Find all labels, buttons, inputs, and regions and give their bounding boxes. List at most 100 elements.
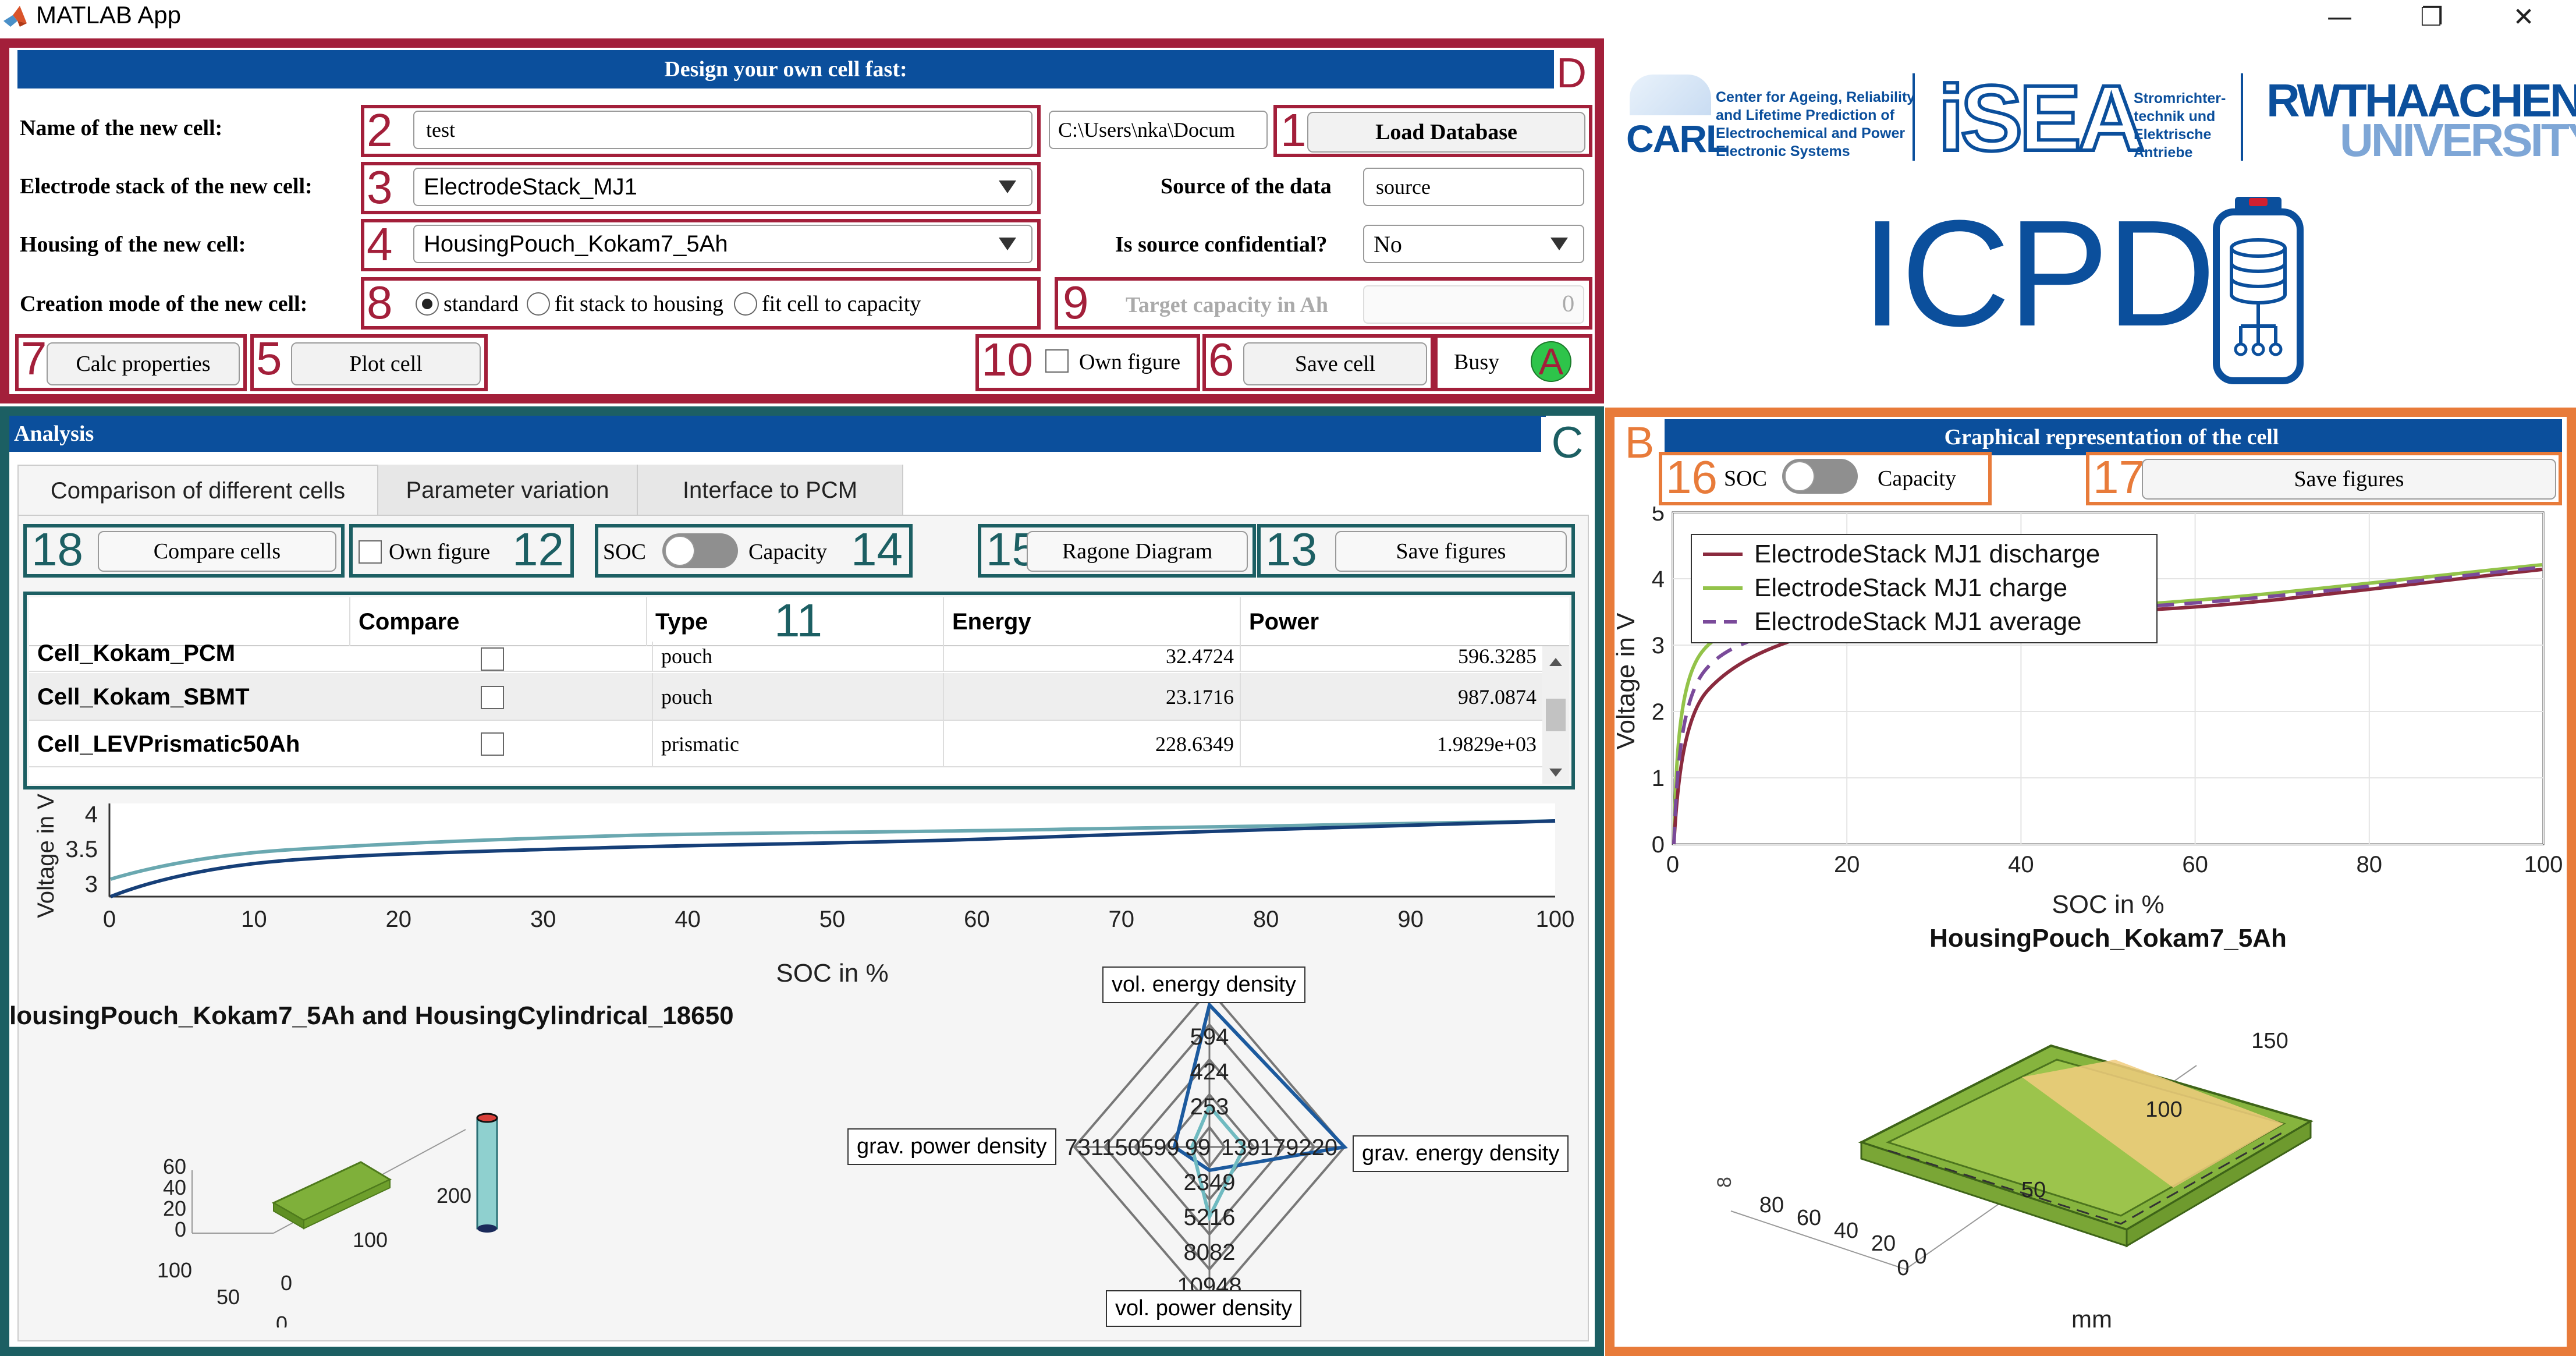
graphic-chart-title: HousingPouch_Kokam7_5Ah: [1929, 924, 2287, 953]
scrollbar-thumb[interactable]: [1546, 699, 1566, 731]
housing-label: Housing of the new cell:: [20, 232, 246, 257]
cell-energy: 23.1716: [943, 673, 1234, 721]
legend-charge: ElectrodeStack MJ1 charge: [1754, 573, 2067, 602]
x-tick-label: 0: [1897, 1256, 1909, 1280]
save-figures-button-graphic[interactable]: Save figures: [2142, 459, 2556, 500]
x-tick-label: 70: [1109, 907, 1135, 932]
marker-box-18: [23, 524, 345, 578]
radar-tick: 139179220: [1221, 1135, 1337, 1160]
marker-box-8: [361, 277, 1041, 330]
tab-parameter-variation[interactable]: Parameter variation: [378, 465, 638, 516]
marker-8: 8: [367, 277, 393, 328]
soc-capacity-toggle-analysis[interactable]: [662, 533, 738, 568]
calc-properties-button[interactable]: Calc properties: [47, 342, 240, 385]
compare-checkbox[interactable]: [481, 647, 504, 671]
electrode-stack-value: ElectrodeStack_MJ1: [424, 174, 637, 200]
table-row[interactable]: Cell_LEVPrismatic50Ah prismatic 228.6349…: [29, 721, 1542, 767]
analysis-voltage-chart: 33.54 0 10 20 30 40 50 60 70 80 90 100 Voltage in …: [33, 794, 1575, 987]
table-scrollbar[interactable]: [1542, 646, 1569, 784]
marker-11: 11: [774, 597, 823, 646]
table-row[interactable]: Cell_Kokam_SBMT pouch 23.1716 987.0874: [29, 673, 1542, 721]
chart-legend: [1691, 534, 2158, 643]
x-tick-label: 50: [2021, 1178, 2046, 1202]
y-tick-label: 0: [281, 1271, 292, 1295]
save-figures-button-analysis[interactable]: Save figures: [1335, 531, 1567, 572]
marker-box-12: [349, 524, 574, 578]
table-row[interactable]: Cell_Kokam_PCM pouch 32.4724 596.3285: [29, 640, 1542, 672]
panel-letter-c: C: [1541, 417, 1594, 469]
scroll-down-icon[interactable]: [1549, 769, 1562, 777]
radio-fit-cell-label: fit cell to capacity: [762, 292, 921, 316]
radio-fit-stack[interactable]: [526, 292, 550, 316]
cell-energy: 32.4724: [943, 642, 1234, 671]
close-button[interactable]: ✕: [2513, 2, 2535, 32]
z-tick-label: 20: [163, 1196, 186, 1220]
busy-lamp-letter: A: [1538, 341, 1564, 383]
cells-table: Compare Type Energy Power 11 Cell_Kokam_…: [29, 597, 1569, 784]
isea-text: Stromrichter-technik und Elektrische Antri…: [2134, 90, 2226, 161]
plot-cell-button[interactable]: Plot cell: [291, 342, 481, 385]
marker-box-1: [1273, 105, 1592, 157]
radio-fit-cell[interactable]: [734, 292, 757, 316]
y-tick-labels: 33.54: [65, 802, 98, 897]
average-curve: [1672, 565, 2543, 845]
soc-capacity-toggle-graphic[interactable]: [1782, 459, 1858, 494]
cell-power: 596.3285: [1240, 642, 1537, 671]
source-input[interactable]: source: [1363, 168, 1584, 206]
z-tick-label: 0: [175, 1217, 186, 1241]
cell-type: prismatic: [652, 721, 937, 767]
x-tick-label: 50: [819, 907, 846, 932]
confidential-value: No: [1374, 231, 1402, 257]
source-label: Source of the data: [1161, 174, 1332, 199]
marker-box-13: [1257, 524, 1575, 578]
compare-checkbox[interactable]: [481, 732, 504, 756]
tab-comparison[interactable]: Comparison of different cells: [17, 465, 378, 516]
marker-box-14: [595, 524, 913, 578]
x-tick-label: 150: [2251, 1029, 2288, 1053]
marker-5: 5: [256, 332, 282, 384]
busy-lamp: A: [1531, 341, 1571, 383]
tab-interface-pcm[interactable]: Interface to PCM: [638, 465, 903, 516]
marker-box-9: [1055, 277, 1592, 330]
target-capacity-input[interactable]: 0: [1363, 285, 1584, 324]
restore-button[interactable]: ❐: [2420, 2, 2443, 32]
cell-name-input[interactable]: test: [413, 111, 1032, 149]
rwth-logo-line1: RWTHAACHEN: [2266, 75, 2576, 126]
compare-checkbox[interactable]: [481, 686, 504, 709]
x-tick-label: 20: [386, 907, 412, 932]
y-tick-label: 100: [353, 1228, 388, 1252]
minimize-button[interactable]: —: [2327, 2, 2353, 32]
y-tick-label: 80: [1759, 1193, 1784, 1217]
load-database-button[interactable]: Load Database: [1307, 112, 1585, 153]
x-tick-labels: 100 50 0: [157, 1258, 288, 1327]
scroll-up-icon[interactable]: [1549, 658, 1562, 666]
x-tick-label: 50: [217, 1285, 240, 1309]
y-tick-label: 5: [1652, 507, 1665, 526]
isea-logo: iSEA: [1936, 66, 2146, 170]
radar-tick: 2349: [1184, 1170, 1236, 1195]
ragone-diagram-button[interactable]: Ragone Diagram: [1027, 531, 1248, 572]
title-bar: MATLAB App — ❐ ✕: [0, 0, 2576, 34]
confidential-dropdown[interactable]: No: [1363, 225, 1584, 263]
radar-series-1: [1172, 1001, 1349, 1173]
electrode-stack-dropdown[interactable]: ElectrodeStack_MJ1: [413, 168, 1032, 206]
save-cell-button[interactable]: Save cell: [1243, 342, 1427, 385]
capacity-label-graphic: Capacity: [1878, 466, 1957, 491]
marker-box-16: [1659, 452, 1992, 505]
graphic-xlabel: SOC in %: [2052, 890, 2164, 919]
own-figure-checkbox-analysis[interactable]: [359, 540, 382, 564]
radio-standard[interactable]: [416, 292, 439, 316]
radar-label-vol-power: vol. power density: [1106, 1290, 1302, 1327]
own-figure-checkbox-design[interactable]: [1045, 349, 1069, 373]
x-tick-labels: 0 10 20 30 40 50 60 70 80 90 100: [103, 907, 1575, 932]
analysis-xlabel: SOC in %: [776, 959, 888, 987]
analysis-ylabel: Voltage in V: [33, 794, 59, 918]
database-path-field[interactable]: C:\Users\nka\Docum: [1049, 111, 1268, 149]
housing-dropdown[interactable]: HousingPouch_Kokam7_5Ah: [413, 225, 1032, 263]
marker-box-5: [250, 334, 488, 391]
cell-type: pouch: [652, 642, 937, 671]
cell-power: 987.0874: [1240, 673, 1537, 721]
y-tick-labels: 0 100 200: [281, 1184, 471, 1295]
compare-cells-button[interactable]: Compare cells: [98, 531, 336, 572]
